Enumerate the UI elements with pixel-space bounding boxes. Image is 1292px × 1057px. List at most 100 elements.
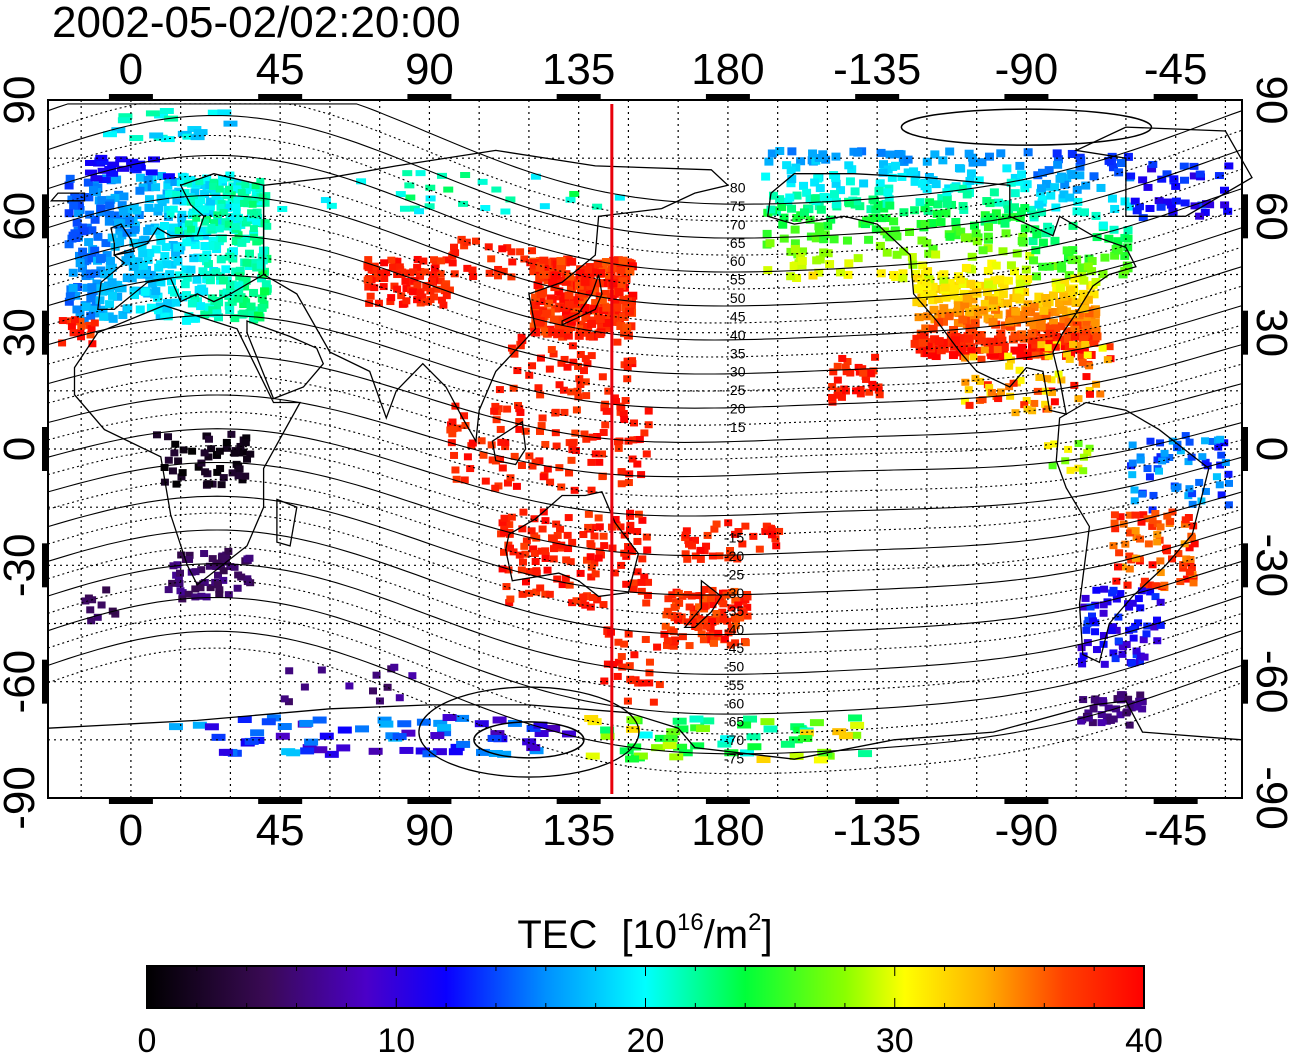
tec-cell xyxy=(1041,293,1051,302)
tec-cell xyxy=(1127,704,1136,712)
tec-cell xyxy=(529,258,539,267)
tec-cell xyxy=(568,538,577,546)
x-tick-label-bottom: 135 xyxy=(542,806,615,855)
tec-cell xyxy=(984,152,994,161)
tec-cell xyxy=(602,303,612,312)
tec-cell xyxy=(82,283,92,292)
tec-cell xyxy=(555,302,565,311)
y-tick-label-right: 30 xyxy=(1247,308,1292,357)
tec-cell xyxy=(1125,202,1135,211)
tec-cell xyxy=(1074,395,1083,403)
tec-cell xyxy=(583,288,593,297)
tec-cell xyxy=(1156,621,1165,629)
tec-cell xyxy=(1130,197,1140,205)
tec-cell xyxy=(555,329,565,338)
tec-cell xyxy=(533,281,543,290)
tec-cell xyxy=(380,275,389,283)
tec-cell xyxy=(1030,225,1040,234)
tec-cell xyxy=(1078,660,1087,668)
tec-cell xyxy=(200,449,209,457)
tec-cell xyxy=(64,209,74,218)
tec-cell xyxy=(710,525,719,533)
tec-cell xyxy=(366,292,375,300)
tec-cell xyxy=(876,269,886,278)
tec-cell xyxy=(393,257,402,265)
tec-cell xyxy=(128,262,138,271)
tec-cell xyxy=(74,251,84,260)
tec-cell xyxy=(808,149,818,158)
tec-cell xyxy=(543,566,552,574)
tec-cell xyxy=(640,429,649,437)
tec-cell xyxy=(113,218,123,227)
tec-cell xyxy=(685,540,694,548)
tec-cell xyxy=(1048,318,1058,327)
tec-cell xyxy=(856,390,865,398)
tec-cell xyxy=(500,514,509,522)
tec-cell xyxy=(336,744,351,752)
tec-cell xyxy=(790,225,800,234)
tec-cell xyxy=(775,195,785,204)
tec-cell xyxy=(545,590,554,598)
tec-cell xyxy=(121,256,131,265)
tec-cell xyxy=(221,554,230,562)
tec-cell xyxy=(1079,335,1089,344)
tec-cell xyxy=(533,721,548,729)
tec-cell xyxy=(556,257,566,266)
tec-cell xyxy=(1138,176,1148,184)
tec-cell xyxy=(436,270,445,278)
tec-cell xyxy=(689,616,698,624)
tec-cell xyxy=(1051,203,1061,212)
tec-cell xyxy=(968,295,978,304)
tec-cell xyxy=(565,581,574,589)
tec-cell xyxy=(864,235,874,244)
tec-cell xyxy=(638,555,647,563)
tec-cell xyxy=(519,508,528,516)
tec-cell xyxy=(249,225,258,233)
tec-cell xyxy=(541,517,550,525)
tec-cell xyxy=(878,168,888,177)
tec-cell xyxy=(77,264,87,273)
tec-cell xyxy=(1057,376,1066,384)
tec-cell xyxy=(1124,600,1133,608)
tec-cell xyxy=(786,272,796,281)
tec-cell xyxy=(1017,170,1027,179)
tec-cell xyxy=(207,223,216,231)
tec-cell xyxy=(843,357,852,365)
tec-cell xyxy=(515,551,524,559)
tec-cell xyxy=(969,353,978,361)
tec-cell xyxy=(504,566,513,574)
tec-cell xyxy=(231,237,241,246)
tec-cell xyxy=(553,575,562,583)
tec-cell xyxy=(1223,207,1233,215)
tec-cell xyxy=(1109,623,1118,631)
tec-cell xyxy=(130,225,140,234)
tec-cell xyxy=(190,241,200,250)
tec-cell xyxy=(1043,335,1053,344)
tec-cell xyxy=(974,336,984,345)
y-tick-label-left: -30 xyxy=(0,534,44,598)
tec-cell xyxy=(788,736,803,744)
tec-cell xyxy=(614,438,623,446)
frame-tick-top xyxy=(108,94,153,100)
tec-cell xyxy=(1197,201,1207,209)
tec-cell xyxy=(741,522,750,530)
tec-cell xyxy=(189,254,199,263)
tec-cell xyxy=(988,318,998,327)
tec-cell xyxy=(663,734,678,742)
tec-cell xyxy=(1039,306,1049,315)
tec-cell xyxy=(92,279,102,288)
tec-cell xyxy=(569,296,579,305)
tec-cell xyxy=(1050,307,1060,316)
tec-cell xyxy=(875,391,884,399)
tec-cell xyxy=(1154,197,1164,205)
tec-cell xyxy=(641,635,650,643)
tec-cell xyxy=(449,425,458,433)
tec-cell xyxy=(899,247,909,256)
tec-cell xyxy=(1201,437,1210,445)
tec-cell xyxy=(995,335,1005,344)
map-title: 2002-05-02/02:20:00 xyxy=(52,0,461,47)
colorbar-label: TEC [1016/m2] xyxy=(517,909,772,957)
tec-cell xyxy=(1044,348,1054,357)
y-tick-label-right: 90 xyxy=(1247,76,1292,125)
tec-cell xyxy=(960,397,969,405)
